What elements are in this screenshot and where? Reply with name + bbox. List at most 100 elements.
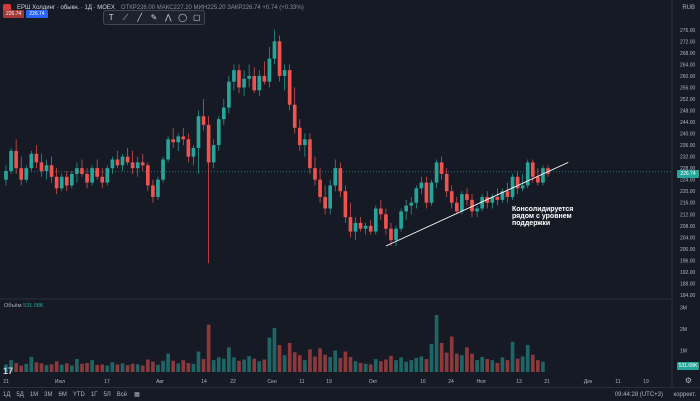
candle-body [490, 196, 495, 203]
candle-body [404, 205, 408, 212]
volume-bar [221, 358, 226, 372]
candle-body [389, 228, 393, 241]
symbol-title[interactable]: ЕРШ Холдинг · обыкн. · 1Д · MOEX [17, 5, 115, 11]
candle-body [49, 165, 54, 177]
candle-body [95, 168, 100, 177]
candle-body [171, 139, 175, 143]
volume-bar [80, 363, 84, 372]
range-6m[interactable]: 6М [58, 391, 67, 398]
candle-body [444, 173, 449, 192]
candle-body [166, 139, 170, 160]
price-axis-label: 184.00 [680, 293, 696, 299]
candle-body [368, 225, 373, 232]
candle-body [181, 136, 186, 140]
range-5y[interactable]: 5Л [103, 391, 111, 398]
candle-body [333, 168, 338, 186]
range-3m[interactable]: 3М [44, 391, 53, 398]
chart-annotation[interactable]: Консолидируется рядом с уровнем поддержк… [512, 206, 574, 227]
volume-bar [206, 324, 211, 372]
volume-bar [460, 355, 464, 372]
clock[interactable]: 09:44:28 (UTC+3) [614, 391, 663, 398]
volume-bar [181, 360, 186, 372]
polyline-icon[interactable]: ⋀ [164, 13, 172, 22]
candle-body [110, 159, 115, 169]
candle-body [206, 124, 211, 163]
candle-body [24, 168, 29, 180]
candle-body [546, 168, 550, 174]
candle-body [323, 196, 327, 209]
buy-badge[interactable]: 226.74 [26, 10, 48, 18]
volume-bar [414, 358, 419, 372]
brush-icon[interactable]: ⟋ [122, 13, 129, 22]
candle-body [191, 147, 196, 157]
correction-toggle[interactable]: коррект. [673, 391, 696, 398]
candle-body [399, 211, 403, 229]
candle-body [115, 159, 120, 166]
rectangle-icon[interactable]: ▢ [193, 13, 201, 22]
candle-body [292, 104, 297, 128]
price-axis-label: 248.00 [680, 108, 696, 114]
bottom-toolbar: 1Д 5Д 1М 3М 6М YTD 1Г 5Л Всё ▦ 09:44:28 … [0, 387, 700, 401]
range-5d[interactable]: 5Д [16, 391, 24, 398]
ohlc-values: ОТКР226.00 МАКС227.20 МИН225.20 ЗАКР226.… [120, 5, 304, 11]
range-ytd[interactable]: YTD [72, 391, 85, 398]
volume-bar [95, 364, 100, 372]
sell-badge[interactable]: 226.74 [3, 10, 25, 18]
candle-body [9, 150, 13, 172]
candle-body [247, 75, 251, 79]
pencil-icon[interactable]: ✎ [150, 13, 158, 22]
volume-bar [120, 363, 125, 372]
range-1y[interactable]: 1Г [90, 391, 98, 398]
volume-bar [449, 336, 454, 372]
volume-axis-label: 2M [680, 327, 687, 333]
volume-bar [242, 359, 246, 372]
currency-label[interactable]: RUB [682, 5, 695, 11]
calendar-icon[interactable]: ▦ [134, 392, 140, 398]
candle-body [80, 168, 84, 174]
volume-bar [54, 361, 59, 372]
candle-body [500, 191, 505, 200]
volume-bar [176, 363, 181, 372]
candle-body [373, 208, 378, 232]
volume-bar [530, 354, 535, 372]
price-axis-label: 224.00 [680, 178, 696, 184]
range-1d[interactable]: 1Д [3, 391, 11, 398]
gear-icon[interactable]: ⚙ [684, 376, 692, 385]
volume-bar [232, 357, 236, 372]
volume-bar [500, 357, 505, 372]
volume-bar [419, 356, 424, 372]
candle-body [161, 159, 165, 180]
candle-body [525, 162, 530, 186]
volume-bar [64, 363, 69, 372]
candle-body [227, 81, 231, 108]
price-axis-label: 216.00 [680, 201, 696, 207]
candle-body [424, 182, 429, 203]
time-axis-label: Окт [369, 379, 378, 385]
volume-bar [363, 363, 368, 372]
ellipse-icon[interactable]: ◯ [178, 13, 188, 22]
volume-bar [90, 360, 94, 372]
time-axis-label: 19 [643, 379, 649, 385]
candle-body [287, 70, 292, 105]
volume-bar [399, 357, 403, 372]
price-axis-label: 188.00 [680, 281, 696, 287]
volume-price-tag: 531.08K [677, 362, 699, 370]
drawing-toolbar: T ⟋ ╱ ✎ ⋀ ◯ ▢ [103, 10, 205, 25]
volume-bar [384, 359, 388, 372]
trend-line-icon[interactable]: ╱ [137, 13, 143, 22]
price-axis-label: 272.00 [680, 39, 696, 45]
volume-bar [140, 365, 145, 372]
volume-bar [409, 360, 414, 372]
time-axis-label: 13 [516, 379, 522, 385]
text-tool-icon[interactable]: T [108, 13, 114, 22]
candle-body [262, 75, 267, 82]
volume-bar [110, 362, 115, 372]
candle-body [313, 168, 317, 180]
volume-bar [515, 358, 520, 372]
range-1m[interactable]: 1М [29, 391, 39, 398]
candle-body [34, 153, 39, 163]
range-all[interactable]: Всё [116, 391, 128, 398]
volume-bar [156, 364, 160, 372]
tradingview-logo-icon[interactable]: 17 [3, 366, 14, 376]
